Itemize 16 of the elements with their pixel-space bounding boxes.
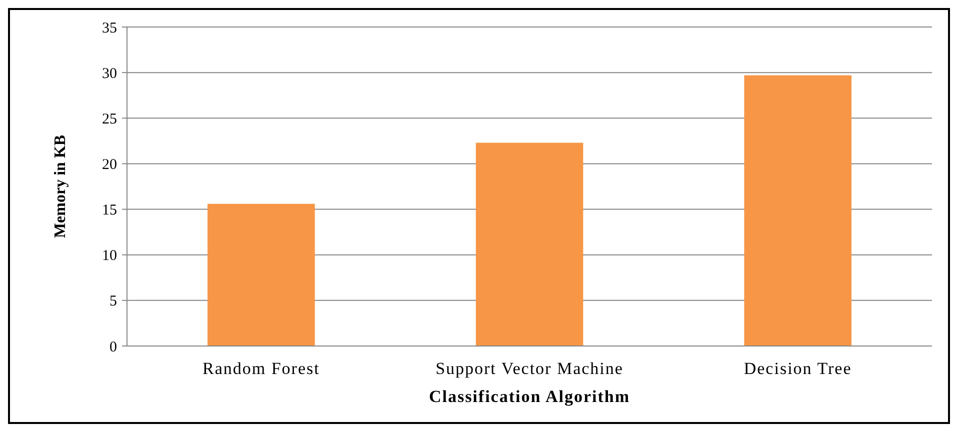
y-tick-label: 35 (102, 20, 117, 36)
x-axis-title: Classification Algorithm (428, 387, 630, 406)
bar (744, 75, 852, 346)
y-tick-label: 5 (110, 294, 117, 310)
bar (476, 142, 584, 346)
y-tick-label: 0 (110, 339, 117, 356)
y-tick-label: 15 (102, 202, 117, 219)
y-axis-title: Memory in KB (52, 134, 69, 238)
x-tick-label: Random Forest (202, 359, 320, 378)
y-tick-label: 20 (102, 156, 117, 173)
bar (208, 204, 315, 346)
x-tick-label: Support Vector Machine (436, 359, 624, 378)
y-tick-label: 30 (102, 66, 117, 82)
y-tick-label: 10 (102, 248, 117, 264)
y-tick-label: 25 (102, 111, 117, 128)
x-tick-label: Decision Tree (744, 359, 852, 378)
